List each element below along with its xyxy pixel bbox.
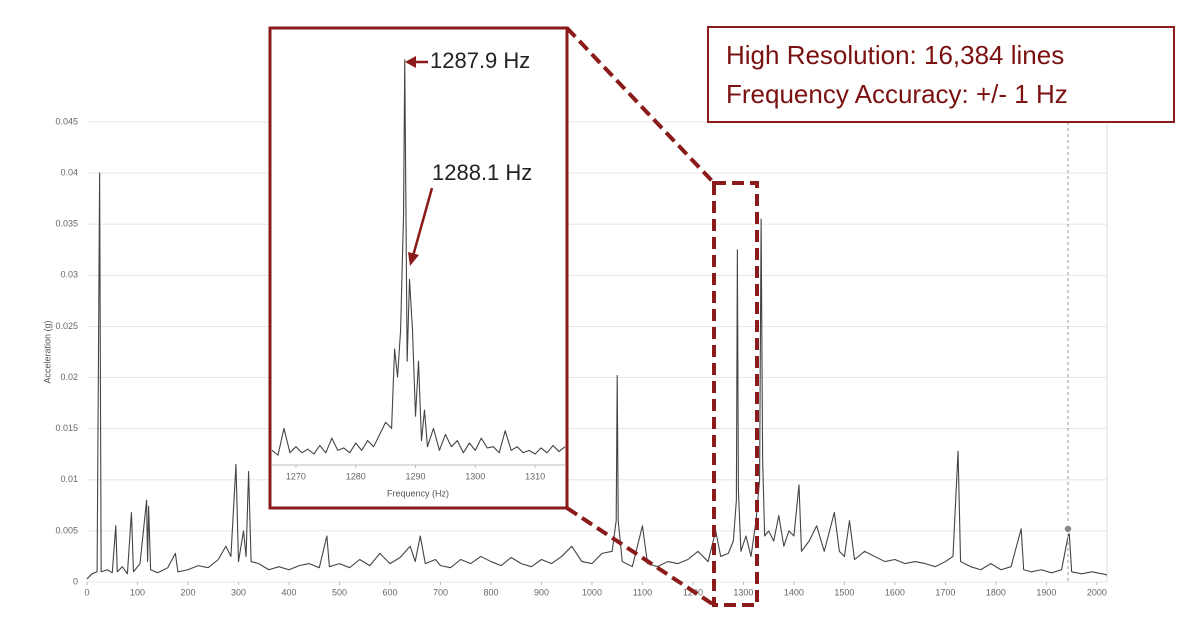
- x-tick-label: 1700: [935, 587, 955, 597]
- x-tick-label: 300: [231, 587, 246, 597]
- arrow-head: [405, 56, 416, 68]
- x-tick-label: 1270: [286, 471, 306, 481]
- x-tick-label: 1600: [885, 587, 905, 597]
- arrow: [411, 187, 434, 257]
- x-tick-label: 1000: [582, 587, 602, 597]
- spectrum-line: [86, 172, 1108, 580]
- spectrum-line: [271, 59, 566, 456]
- x-tick-label: 1300: [733, 587, 753, 597]
- x-tick-label: 400: [281, 587, 296, 597]
- y-tick-label: 0.045: [55, 116, 78, 126]
- y-tick-label: 0.005: [55, 525, 78, 535]
- inset-chart: Frequency (Hz) 1287.9 Hz 1288.1 Hz 1270 1…: [271, 48, 566, 498]
- zoom-connector: [565, 506, 716, 607]
- x-tick-label: 1900: [1036, 587, 1056, 597]
- x-tick-label: 1100: [633, 587, 652, 597]
- x-tick-label: 1310: [525, 471, 545, 481]
- x-tick-label: 1300: [465, 471, 485, 481]
- y-tick-label: 0.03: [60, 270, 78, 280]
- y-tick-label: 0.015: [55, 423, 78, 433]
- peak-label: 1287.9 Hz: [430, 48, 530, 73]
- y-axis-label: Acceleration (g): [42, 320, 52, 383]
- arrow-head: [408, 252, 419, 266]
- zoom-region: [712, 181, 759, 607]
- x-tick-label: 500: [332, 587, 347, 597]
- x-tick-label: 1290: [405, 471, 425, 481]
- y-tick-label: 0.025: [55, 321, 78, 331]
- info-text: Frequency Accuracy: +/- 1 Hz: [726, 79, 1068, 109]
- y-tick-label: 0.035: [55, 219, 78, 229]
- x-axis-label: Frequency (Hz): [387, 488, 449, 498]
- x-tick-label: 600: [382, 587, 397, 597]
- x-tick-label: 900: [534, 587, 549, 597]
- x-tick-label: 1800: [986, 587, 1006, 597]
- y-tick-label: 0: [73, 576, 78, 586]
- x-tick-label: 1500: [834, 587, 854, 597]
- zoom-connector: [565, 26, 716, 185]
- inset-frame: [268, 26, 569, 510]
- y-tick-label: 0.04: [60, 167, 78, 177]
- y-tick-label: 0.02: [60, 372, 78, 382]
- info-text: High Resolution: 16,384 lines: [726, 40, 1064, 70]
- x-tick-label: 1400: [784, 587, 804, 597]
- peak-label: 1288.1 Hz: [432, 160, 532, 185]
- main-chart: Acceleration (g) 0 0.005 0.01 0.015 0.02 0.02…: [42, 116, 1108, 597]
- x-tick-label: 100: [130, 587, 145, 597]
- x-tick-label: 2000: [1087, 587, 1107, 597]
- x-tick-label: 700: [433, 587, 448, 597]
- x-tick-label: 0: [84, 587, 89, 597]
- info-box: [707, 26, 1175, 123]
- x-tick-label: 200: [180, 587, 195, 597]
- x-tick-label: 800: [483, 587, 498, 597]
- x-tick-label: 1280: [346, 471, 366, 481]
- y-tick-label: 0.01: [60, 474, 78, 484]
- cursor-marker: [1063, 524, 1073, 534]
